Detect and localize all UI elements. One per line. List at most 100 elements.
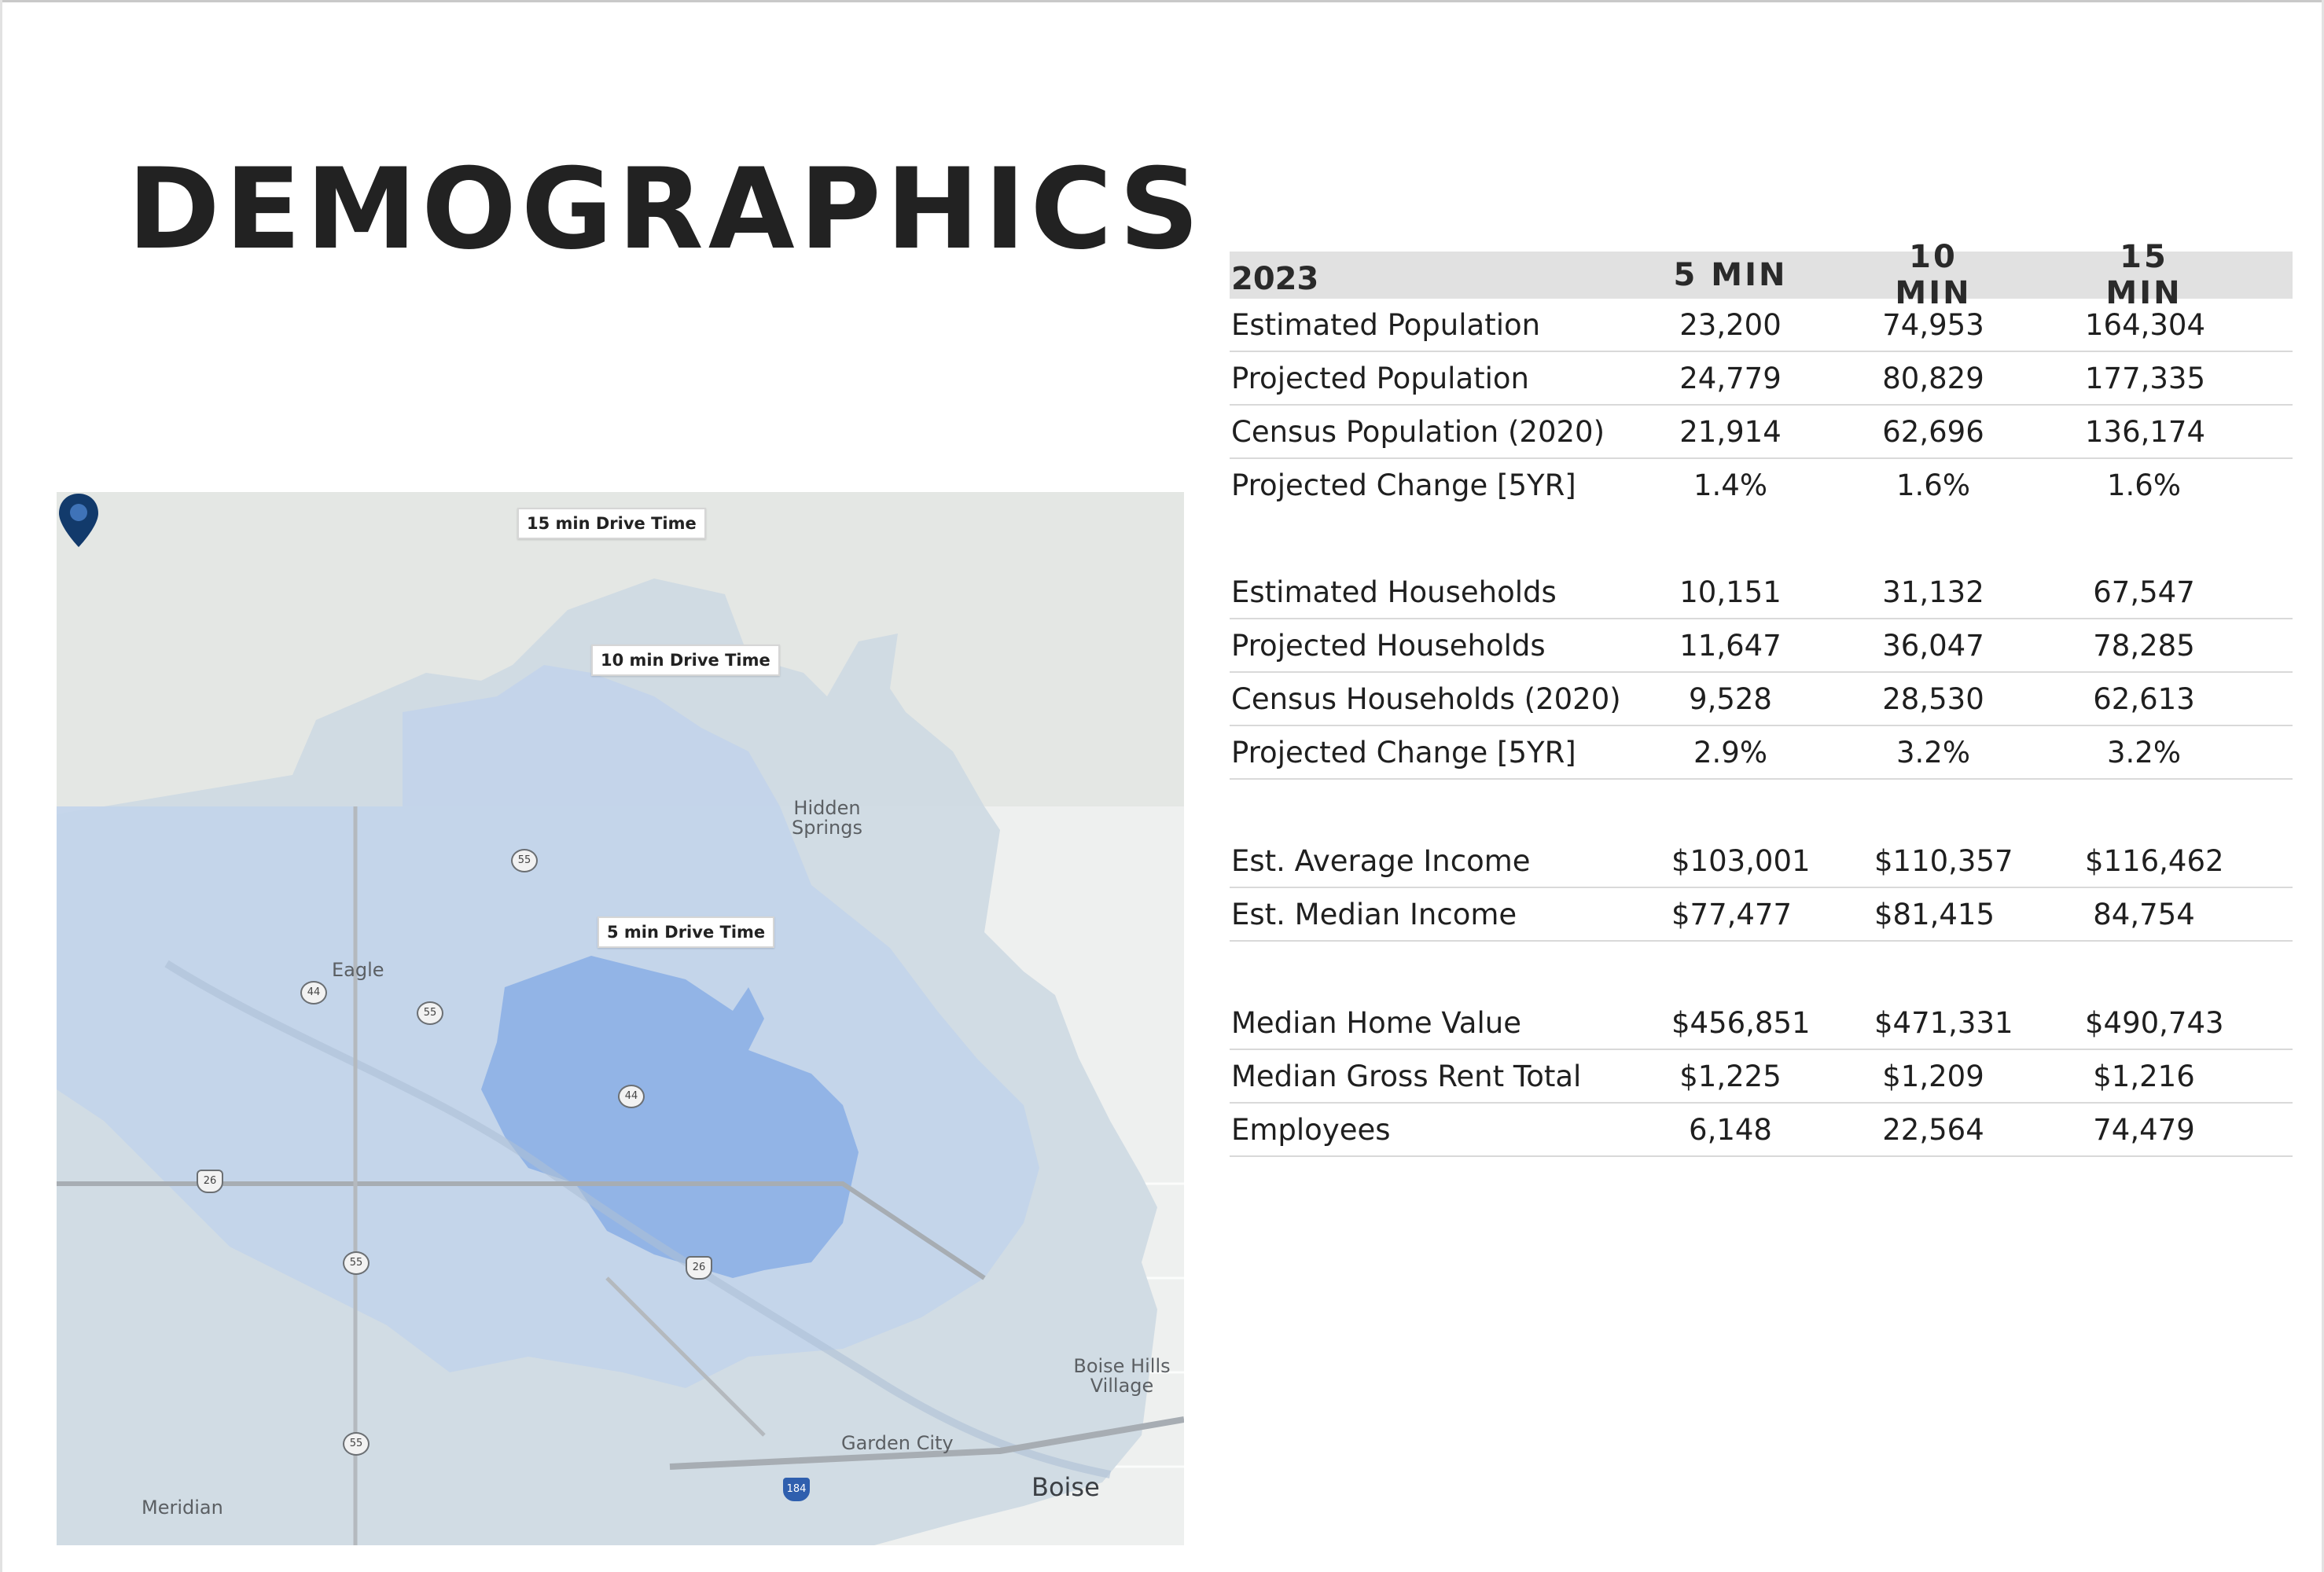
value-10-min: 80,829 (1882, 361, 1984, 395)
row-label: Median Gross Rent Total (1231, 1059, 1582, 1093)
row-label: Census Population (2020) (1231, 414, 1605, 449)
place-meridian: Meridian (142, 1497, 223, 1519)
place-boise-hills-village: Boise Hills Village (1073, 1355, 1171, 1398)
highway-26 (57, 1181, 986, 1280)
table-row: Projected Population 24,779 80,829 177,3… (1230, 352, 2293, 406)
value-15-min: $116,462 (2085, 843, 2224, 878)
row-label: Est. Median Income (1231, 897, 1517, 931)
row-label: Median Home Value (1231, 1005, 1521, 1040)
place-hidden-springs: Hidden Springs (792, 797, 862, 839)
value-5-min: 23,200 (1679, 307, 1782, 342)
value-5-min: $1,225 (1679, 1059, 1782, 1093)
place-boise: Boise (1031, 1472, 1100, 1502)
value-15-min: 74,479 (2093, 1112, 2195, 1147)
drive-time-map: 15 min Drive Time 10 min Drive Time 5 mi… (57, 492, 1184, 1545)
header-10-min: 10 MIN (1895, 239, 1972, 311)
route-44-shield-icon: 44 (618, 1085, 645, 1108)
drive-time-label-15: 15 min Drive Time (517, 508, 706, 539)
table-row: Median Gross Rent Total $1,225 $1,209 $1… (1230, 1050, 2293, 1104)
zone-5-min (481, 956, 859, 1278)
value-15-min: $490,743 (2085, 1005, 2224, 1040)
value-10-min: 1.6% (1896, 468, 1970, 502)
table-row: Estimated Population 23,200 74,953 164,3… (1230, 299, 2293, 352)
location-pin-icon (59, 494, 98, 547)
drive-time-label-5: 5 min Drive Time (598, 916, 775, 948)
table-row: Employees 6,148 22,564 74,479 (1230, 1104, 2293, 1157)
value-10-min: $81,415 (1874, 897, 1995, 931)
section-gap (1230, 780, 2293, 835)
table-row: Est. Average Income $103,001 $110,357 $1… (1230, 835, 2293, 888)
value-5-min: $103,001 (1671, 843, 1811, 878)
page-title: DEMOGRAPHICS (127, 145, 1204, 274)
value-5-min: 10,151 (1679, 575, 1782, 609)
header-5-min: 5 MIN (1673, 257, 1788, 293)
table-row: Median Home Value $456,851 $471,331 $490… (1230, 997, 2293, 1050)
value-5-min: 1.4% (1693, 468, 1767, 502)
value-15-min: 177,335 (2085, 361, 2206, 395)
value-10-min: $471,331 (1874, 1005, 2013, 1040)
row-label: Projected Households (1231, 628, 1546, 663)
value-5-min: 11,647 (1679, 628, 1782, 663)
value-15-min: 67,547 (2093, 575, 2195, 609)
row-label: Estimated Households (1231, 575, 1557, 609)
table-row: Projected Households 11,647 36,047 78,28… (1230, 619, 2293, 673)
table-row: Census Households (2020) 9,528 28,530 62… (1230, 673, 2293, 726)
value-5-min: 6,148 (1689, 1112, 1772, 1147)
row-label: Est. Average Income (1231, 843, 1531, 878)
value-10-min: 62,696 (1882, 414, 1984, 449)
place-garden-city: Garden City (841, 1432, 954, 1454)
route-55-shield-icon: 55 (417, 1001, 443, 1025)
value-10-min: 28,530 (1882, 681, 1984, 716)
table-row: Census Population (2020) 21,914 62,696 1… (1230, 406, 2293, 459)
table-row: Estimated Households 10,151 31,132 67,54… (1230, 566, 2293, 619)
route-55-shield-icon: 55 (343, 1251, 370, 1275)
value-15-min: 78,285 (2093, 628, 2195, 663)
value-15-min: 84,754 (2093, 897, 2195, 931)
value-10-min: 3.2% (1896, 735, 1970, 769)
value-15-min: 62,613 (2093, 681, 2195, 716)
value-5-min: $456,851 (1671, 1005, 1811, 1040)
demographics-table: 2023 5 MIN 10 MIN 15 MIN Estimated Popul… (1230, 239, 2293, 1157)
value-10-min: $1,209 (1882, 1059, 1984, 1093)
value-10-min: 74,953 (1882, 307, 1984, 342)
chinden-road (605, 1276, 766, 1437)
route-26-shield-icon: 26 (686, 1256, 712, 1280)
row-label: Employees (1231, 1112, 1391, 1147)
route-26-shield-icon: 26 (197, 1170, 223, 1193)
row-label: Projected Change [5YR] (1231, 468, 1576, 502)
value-15-min: 164,304 (2085, 307, 2206, 342)
row-label: Projected Change [5YR] (1231, 735, 1576, 769)
value-10-min: 36,047 (1882, 628, 1984, 663)
value-5-min: 9,528 (1689, 681, 1772, 716)
section-gap (1230, 942, 2293, 997)
row-label: Projected Population (1231, 361, 1529, 395)
value-5-min: 24,779 (1679, 361, 1782, 395)
header-15-min: 15 MIN (2105, 239, 2182, 311)
value-5-min: $77,477 (1671, 897, 1793, 931)
place-eagle: Eagle (332, 959, 384, 981)
page-left-border (0, 0, 2, 1572)
value-15-min: 1.6% (2107, 468, 2181, 502)
interstate-184-shield-icon: 184 (783, 1478, 810, 1501)
value-15-min: 3.2% (2107, 735, 2181, 769)
route-44-shield-icon: 44 (300, 981, 327, 1005)
table-row: Est. Median Income $77,477 $81,415 84,75… (1230, 888, 2293, 942)
value-10-min: $110,357 (1874, 843, 2013, 878)
table-header: 2023 5 MIN 10 MIN 15 MIN (1230, 239, 2293, 311)
section-gap (1230, 511, 2293, 566)
table-row: Projected Change [5YR] 1.4% 1.6% 1.6% (1230, 459, 2293, 511)
value-10-min: 31,132 (1882, 575, 1984, 609)
route-55-shield-icon: 55 (511, 849, 538, 872)
page-right-border (2322, 0, 2324, 1572)
route-55-shield-icon: 55 (343, 1432, 370, 1456)
row-label: Estimated Population (1231, 307, 1541, 342)
boise-river (164, 960, 1111, 1478)
value-15-min: 136,174 (2085, 414, 2206, 449)
page-top-border (0, 0, 2324, 2)
value-15-min: $1,216 (2093, 1059, 2195, 1093)
value-10-min: 22,564 (1882, 1112, 1984, 1147)
value-5-min: 21,914 (1679, 414, 1782, 449)
header-year: 2023 (1231, 261, 1319, 297)
value-5-min: 2.9% (1693, 735, 1767, 769)
drive-time-label-10: 10 min Drive Time (591, 645, 780, 676)
